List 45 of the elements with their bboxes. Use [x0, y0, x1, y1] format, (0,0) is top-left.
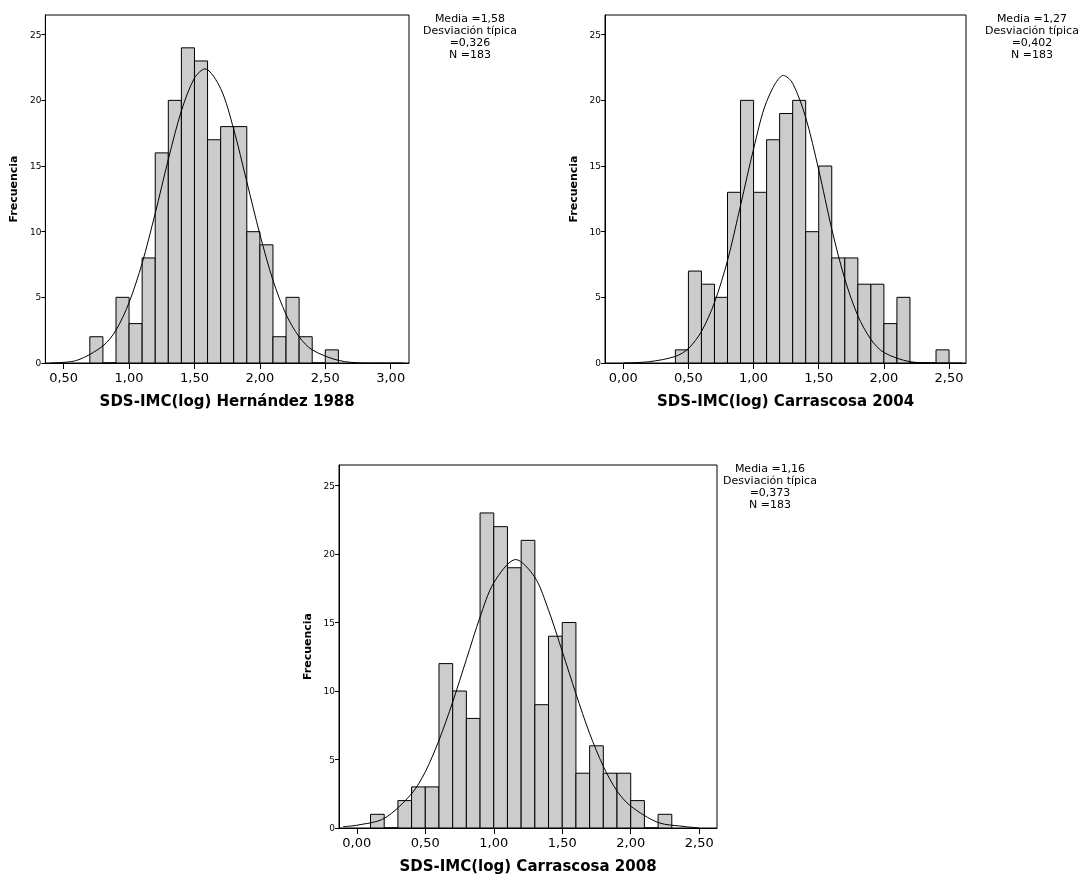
- x-tick-label: 0,50: [673, 370, 703, 385]
- y-tick-label: 20: [323, 549, 336, 560]
- y-tick-label: 0: [329, 823, 336, 833]
- x-tick-label: 1,50: [180, 370, 209, 385]
- x-tick-label: 0,50: [49, 370, 79, 385]
- x-tick-label: 1,00: [114, 370, 144, 385]
- x-tick-label: 1,00: [479, 835, 509, 850]
- y-axis-title: Frecuencia: [566, 155, 580, 223]
- x-tick-label: 2,50: [310, 370, 340, 385]
- x-tick-label: 0,00: [342, 835, 372, 850]
- x-axis-title: SDS-IMC(log) Carrascosa 2004: [656, 391, 915, 410]
- x-tick-label: 2,00: [869, 370, 899, 385]
- y-tick-label: 15: [29, 161, 42, 172]
- x-tick-label: 1,50: [547, 835, 577, 850]
- x-tick-label: 3,00: [376, 370, 406, 385]
- text: Media =1,58 Desviación típica =0,326 N =183: [423, 11, 517, 61]
- x-tick-label: 0,50: [410, 835, 440, 850]
- text: Media =1,16 Desviación típica =0,373 N =183: [723, 461, 817, 511]
- y-tick-label: 10: [589, 226, 602, 237]
- y-axis-title: Frecuencia: [7, 155, 20, 223]
- x-tick-label: 1,00: [739, 370, 769, 385]
- y-tick-label: 0: [595, 358, 602, 368]
- y-tick-label: 0: [35, 358, 42, 368]
- y-tick-label: 25: [29, 29, 42, 40]
- x-axis-title: SDS-IMC(log) Hernández 1988: [99, 391, 355, 410]
- y-tick-label: 20: [589, 95, 602, 106]
- text: Media =1,27 Desviación típica =0,402 N =183: [985, 11, 1079, 61]
- x-tick-label: 2,50: [934, 370, 964, 385]
- y-tick-label: 5: [329, 754, 335, 765]
- y-tick-label: 25: [589, 29, 601, 40]
- y-axis-title: Frecuencia: [300, 612, 314, 681]
- y-tick-label: 10: [323, 686, 336, 697]
- x-tick-label: 2,00: [245, 370, 275, 385]
- y-tick-label: 10: [29, 226, 42, 237]
- x-tick-label: 1,50: [804, 370, 834, 385]
- y-tick-label: 5: [595, 292, 601, 303]
- y-tick-label: 15: [589, 161, 601, 172]
- y-tick-label: 25: [323, 480, 335, 491]
- x-axis-title: SDS-IMC(log) Carrascosa 2008: [399, 856, 657, 875]
- y-tick-label: 20: [29, 95, 42, 106]
- x-tick-label: 2,50: [684, 835, 714, 850]
- x-tick-label: 2,00: [616, 835, 646, 850]
- y-tick-label: 15: [323, 617, 335, 628]
- x-tick-label: 0,00: [608, 370, 638, 385]
- y-tick-label: 5: [35, 292, 42, 303]
